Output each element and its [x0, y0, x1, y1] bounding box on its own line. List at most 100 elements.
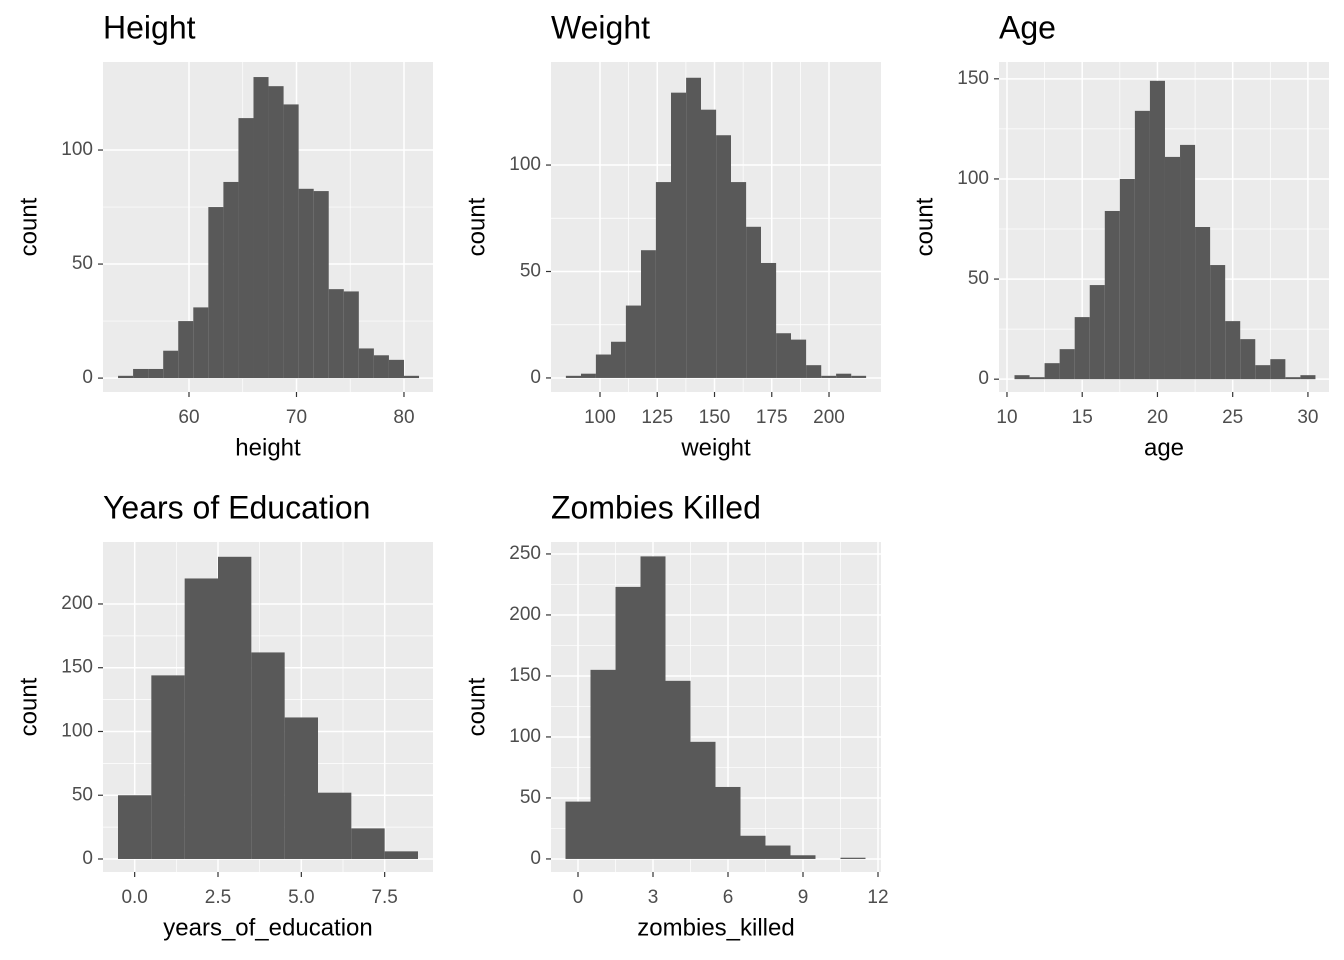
x-tick-label: 80 [393, 407, 414, 428]
histogram-bar [313, 191, 329, 379]
y-tick-label: 50 [72, 253, 93, 274]
histogram-bar [118, 375, 134, 379]
y-tick-label: 100 [61, 720, 93, 741]
histogram-bar [1195, 227, 1211, 380]
y-tick-label: 50 [520, 261, 541, 282]
histogram-bar [595, 354, 611, 378]
histogram-bar [1240, 339, 1256, 380]
histogram-bar [715, 786, 741, 859]
histogram-bar [1210, 265, 1226, 380]
x-tick-label: 2.5 [205, 887, 231, 908]
histogram-bar [590, 669, 616, 859]
x-tick-label: 125 [641, 407, 673, 428]
x-tick-label: 15 [1072, 407, 1093, 428]
y-tick-label: 50 [968, 268, 989, 289]
histogram-bar [701, 109, 717, 378]
x-tick-label: 0 [573, 887, 584, 908]
histogram-bar [373, 355, 389, 379]
y-tick-label: 100 [957, 168, 989, 189]
histogram-bar [625, 305, 641, 378]
x-tick-label: 175 [756, 407, 788, 428]
histogram-bar [343, 291, 359, 379]
y-tick-label: 150 [61, 657, 93, 678]
histogram-bar [821, 375, 837, 378]
histogram-bar [565, 801, 591, 859]
histogram-bar [1300, 375, 1316, 380]
histogram-bar [686, 77, 701, 378]
panel-title: Zombies Killed [551, 489, 761, 525]
histogram-bar [148, 368, 164, 379]
histogram-bar [388, 359, 404, 379]
histogram-bar [1285, 377, 1301, 380]
histogram-bar [655, 182, 671, 378]
histogram-bar [1044, 363, 1060, 380]
histogram-bar [133, 368, 149, 379]
histogram-bar [791, 339, 807, 378]
panel-title: Height [103, 9, 196, 45]
y-axis-label: count [463, 197, 490, 256]
histogram-bar [268, 86, 284, 379]
histogram-bar [761, 262, 777, 378]
histogram-bar [178, 321, 194, 379]
histogram-bar [1255, 365, 1271, 380]
histogram-bar [690, 741, 716, 859]
histogram-bar [746, 226, 761, 378]
x-tick-label: 100 [584, 407, 616, 428]
x-tick-label: 12 [867, 887, 888, 908]
histogram-bar [218, 556, 252, 859]
y-tick-label: 100 [509, 726, 541, 747]
y-tick-label: 0 [530, 367, 541, 388]
y-tick-label: 200 [61, 593, 93, 614]
histogram-bar [284, 717, 318, 859]
histogram-bar [615, 586, 641, 859]
y-axis-label: count [15, 677, 42, 736]
histogram-bar [640, 556, 666, 859]
histogram-bar [384, 851, 418, 859]
x-tick-label: 3 [648, 887, 659, 908]
x-tick-label: 7.5 [371, 887, 397, 908]
histogram-bar [253, 77, 269, 379]
histogram-bar [565, 375, 581, 378]
histogram-bar [1225, 321, 1241, 380]
histogram-bar [208, 207, 224, 379]
histogram-bar [163, 350, 179, 379]
histogram-bar [184, 578, 218, 859]
histogram-bar [1119, 178, 1135, 380]
panel-title: Age [999, 9, 1056, 45]
x-tick-label: 9 [798, 887, 809, 908]
y-tick-label: 0 [82, 848, 93, 869]
y-tick-label: 100 [509, 154, 541, 175]
histogram-bar [118, 795, 152, 859]
histogram-bar [731, 182, 747, 378]
histogram-bar [1270, 359, 1286, 380]
histogram-bar [1104, 210, 1120, 380]
histogram-bar [193, 307, 209, 379]
x-tick-label: 10 [996, 407, 1017, 428]
histogram-bar [665, 680, 691, 859]
y-axis-label: count [911, 197, 938, 256]
histogram-bar [403, 375, 420, 379]
histogram-bar [1164, 156, 1181, 380]
y-tick-label: 250 [509, 543, 541, 564]
histogram-bar [790, 855, 816, 859]
x-tick-label: 200 [813, 407, 845, 428]
histogram-bar [1029, 377, 1045, 380]
histogram-bar [318, 792, 352, 859]
y-tick-label: 150 [957, 68, 989, 89]
y-tick-label: 0 [82, 367, 93, 388]
x-tick-label: 25 [1222, 407, 1243, 428]
x-axis-label: years_of_education [163, 914, 372, 941]
x-tick-label: 60 [178, 407, 199, 428]
histogram-bar [351, 828, 385, 859]
y-tick-label: 50 [72, 784, 93, 805]
y-tick-label: 100 [61, 139, 93, 160]
x-tick-label: 70 [286, 407, 307, 428]
panel-title: Weight [551, 9, 650, 45]
histogram-bar [283, 104, 299, 379]
x-tick-label: 6 [723, 887, 734, 908]
histogram-bar [1014, 375, 1030, 380]
x-axis-label: zombies_killed [637, 914, 794, 941]
x-tick-label: 5.0 [288, 887, 314, 908]
x-axis-label: height [235, 434, 301, 461]
histogram-bar [716, 135, 731, 378]
